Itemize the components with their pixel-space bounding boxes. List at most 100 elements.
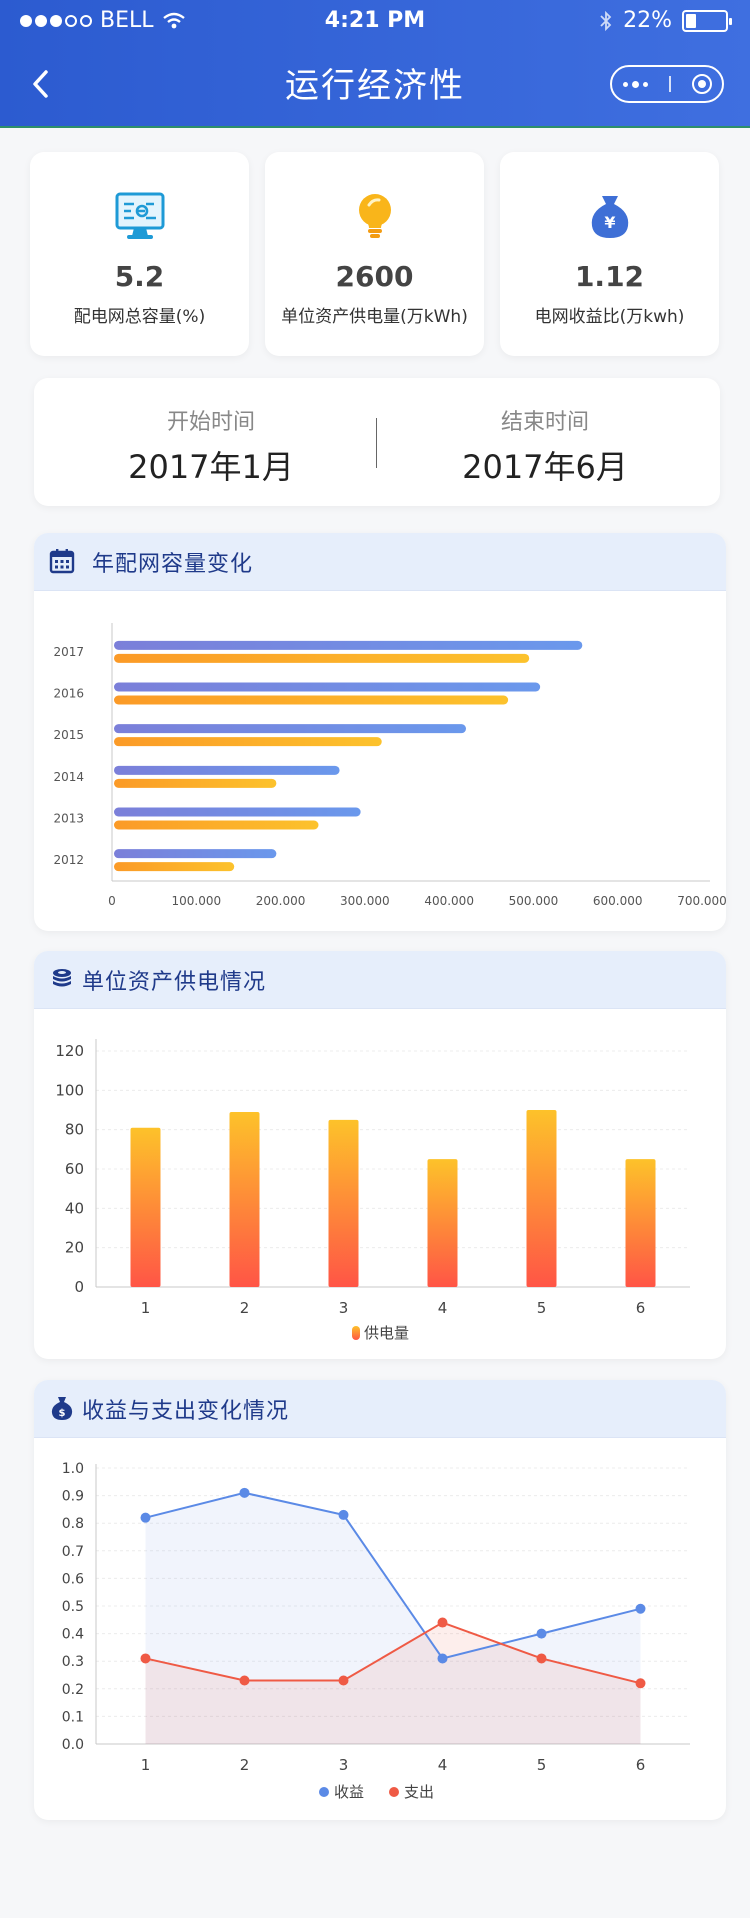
capacity-panel: 年配网容量变化 2012 2013 2014 2015 2016 2017 0 100.000… [34,533,726,931]
stat-label: 单位资产供电量(万kWh) [281,307,468,327]
panel-title: 收益与支出变化情况 [82,1399,290,1424]
series-line [145,1491,641,1660]
bar [130,1127,161,1287]
x-tick-label: 2 [240,1756,250,1774]
y-tick-label: 0.1 [62,1709,84,1725]
money-bag-icon: ¥ [591,196,628,238]
end-time[interactable]: 结束时间 2017年6月 [380,378,710,506]
income-line-chart: 0.0 0.1 0.2 0.3 0.4 0.5 0.6 0.7 0.8 0.9 1.0 1 2 3 4 5 6 收… [62,1461,690,1801]
supply-panel: 单位资产供电情况 0 20 40 60 80 100 120 1 2 3 4 5 6 供电量 [34,951,726,1359]
y-tick-label: 60 [65,1160,84,1178]
data-point [536,1653,547,1664]
start-time-value[interactable]: 2017年1月 [128,448,294,486]
x-tick-label: 3 [339,1299,349,1317]
y-tick-label: 120 [55,1042,84,1060]
legend-swatch [389,1787,399,1797]
status-right: 22% [599,8,732,33]
y-tick-label: 0 [74,1278,84,1296]
bar-series-2 [114,737,382,747]
panel-header: 单位资产供电情况 [34,951,726,1009]
data-point [338,1675,349,1686]
series-line [145,1621,641,1685]
stat-card-capacity: 5.2 配电网总容量(%) [30,152,249,356]
wifi-icon [162,12,185,28]
status-time: 4:21 PM [324,8,426,33]
carrier-info: BELL [20,8,186,33]
y-tick-label: 40 [65,1199,84,1217]
svg-text:¥: ¥ [604,213,615,232]
bar [229,1111,260,1287]
x-tick-label: 4 [438,1299,448,1317]
start-time[interactable]: 开始时间 2017年1月 [46,378,376,506]
stat-value: 1.12 [574,260,645,293]
bar-series-2 [114,862,235,872]
data-point [536,1628,547,1639]
end-time-value[interactable]: 2017年6月 [462,448,628,486]
y-tick-label: 0.5 [62,1599,84,1615]
x-tick-label: 300.000 [340,894,390,908]
x-tick-label: 500.000 [509,894,559,908]
y-tick-label: 20 [65,1239,84,1257]
bar-series-2 [114,695,509,705]
x-tick-label: 200.000 [256,894,306,908]
bar-series-2 [114,778,277,788]
x-tick-label: 0 [108,894,116,908]
income-panel: $ 收益与支出变化情况 0.0 0.1 0.2 0.3 0.4 0.5 0.6 0.7 0.8 0… [34,1380,726,1820]
stat-label: 电网收益比(万kwh) [534,307,685,327]
y-tick-label: 0.2 [62,1682,84,1698]
panel-header: 年配网容量变化 [34,533,726,591]
x-tick-label: 5 [537,1756,547,1774]
data-point [437,1653,448,1664]
x-tick-label: 4 [438,1756,448,1774]
supply-bar-chart: 0 20 40 60 80 100 120 1 2 3 4 5 6 供电量 [55,1039,690,1342]
bar-series-2 [114,653,530,663]
mini-program-capsule[interactable] [610,65,724,103]
bar [328,1119,359,1287]
data-point [635,1678,646,1689]
y-tick-label: 0.0 [62,1737,84,1753]
legend-label: 支出 [404,1783,434,1801]
carrier-name: BELL [100,8,154,33]
data-point [437,1617,448,1628]
bar-series-1 [114,849,277,859]
bluetooth-icon [600,10,612,31]
data-point [140,1512,151,1523]
stat-card-revenue: ¥ 1.12 电网收益比(万kwh) [500,152,719,356]
start-time-label: 开始时间 [166,410,255,435]
legend-label: 收益 [334,1783,364,1801]
back-arrow-icon[interactable] [26,66,56,102]
more-icon[interactable] [622,80,648,88]
category-label: 2012 [53,853,84,867]
bar-series-1 [114,807,361,817]
calendar-icon [49,549,75,574]
app-header: BELL 4:21 PM 22% 运行经济性 [0,0,750,128]
x-tick-label: 100.000 [171,894,221,908]
x-tick-label: 700.000 [677,894,726,908]
battery-percent: 22% [623,8,672,33]
svg-text:$: $ [59,1408,66,1419]
y-tick-label: 0.4 [62,1627,84,1643]
capsule-divider [668,76,671,92]
category-label: 2015 [53,728,84,742]
bar-series-2 [114,820,319,830]
legend-swatch [352,1326,360,1340]
stat-card-supply: 2600 单位资产供电量(万kWh) [265,152,484,356]
y-tick-label: 80 [65,1121,84,1139]
data-point [239,1487,250,1498]
y-tick-label: 0.6 [62,1571,84,1587]
y-tick-label: 0.9 [62,1489,84,1505]
category-label: 2016 [53,687,84,701]
x-tick-label: 3 [339,1756,349,1774]
coins-icon [53,969,71,987]
x-tick-label: 1 [141,1756,151,1774]
x-tick-label: 5 [537,1299,547,1317]
legend-swatch [319,1787,329,1797]
x-tick-label: 400.000 [424,894,474,908]
close-circle-icon[interactable] [691,74,712,94]
x-tick-label: 2 [240,1299,250,1317]
y-tick-label: 0.7 [62,1544,84,1560]
category-label: 2014 [53,770,84,784]
time-range-card[interactable]: 开始时间 2017年1月 结束时间 2017年6月 [34,378,720,506]
signal-strength-icon [20,14,92,27]
y-tick-label: 0.3 [62,1654,84,1670]
